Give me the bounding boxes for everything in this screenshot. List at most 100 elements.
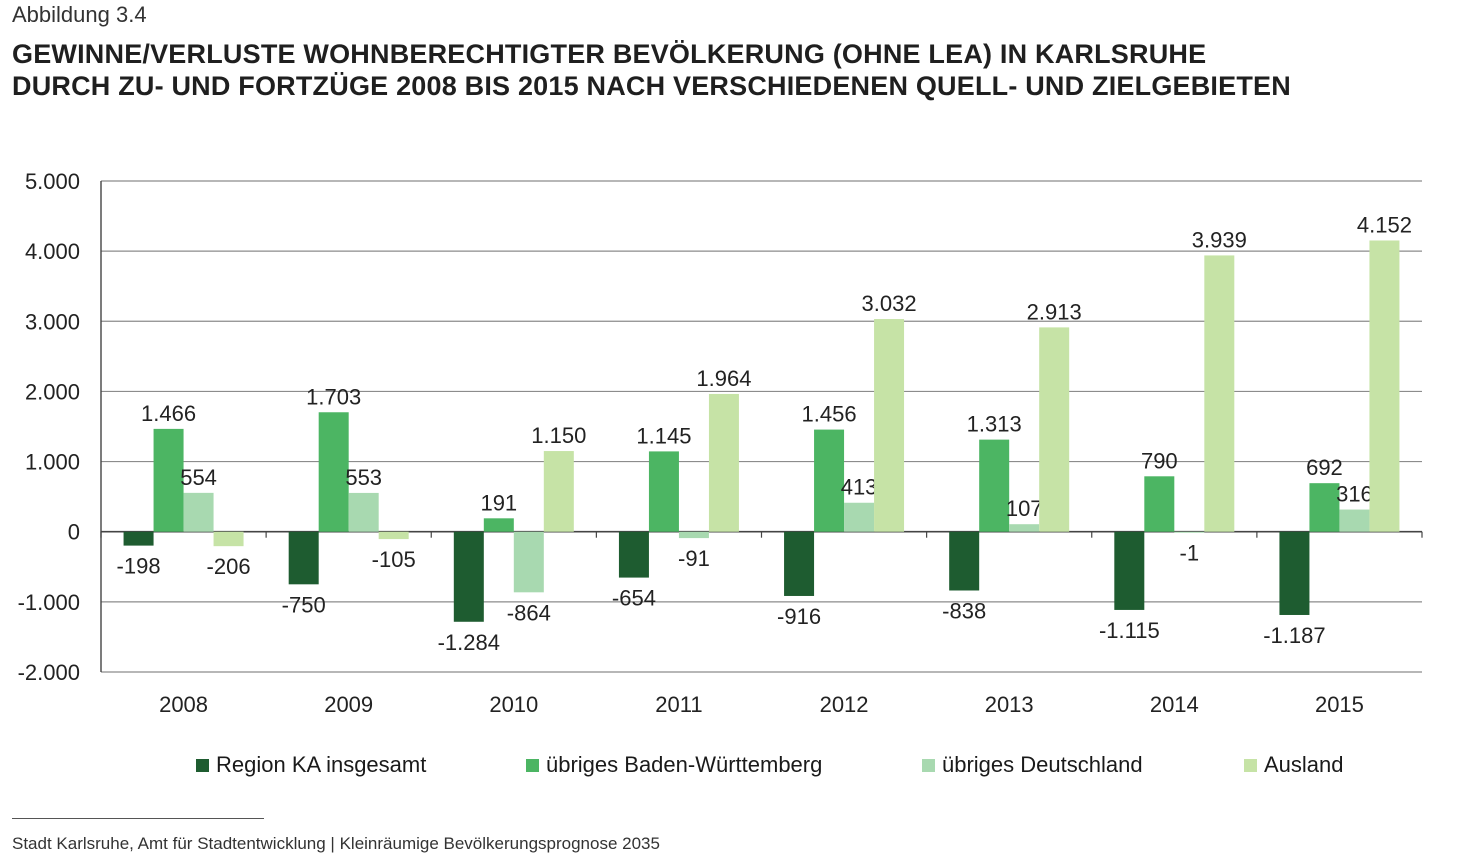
bar-deutschland	[844, 502, 875, 532]
data-label-region-ka: -750	[282, 592, 326, 617]
bar-ausland	[1369, 240, 1400, 532]
source-divider	[12, 818, 264, 819]
x-tick-label: 2012	[820, 692, 869, 717]
x-tick-label: 2015	[1315, 692, 1364, 717]
legend-label-region-ka: Region KA insgesamt	[216, 752, 427, 777]
bar-baden-wuerttemberg	[1144, 476, 1175, 532]
chart-legend: Region KA insgesamt übriges Baden-Württe…	[0, 752, 1457, 782]
bar-deutschland	[1009, 524, 1040, 532]
bar-baden-wuerttemberg	[648, 451, 679, 532]
data-label-ausland: 1.150	[531, 423, 586, 448]
source-note: Stadt Karlsruhe, Amt für Stadtentwicklun…	[12, 834, 660, 853]
data-label-deutschland: 316	[1336, 482, 1373, 507]
x-tick-label: 2009	[324, 692, 373, 717]
data-label-deutschland: 413	[841, 475, 878, 500]
data-label-ausland: 3.939	[1192, 227, 1247, 252]
data-label-ausland: 3.032	[862, 291, 917, 316]
y-tick-label: 1.000	[25, 450, 80, 475]
bar-region-ka	[1279, 531, 1310, 615]
data-label-ausland: 1.964	[696, 366, 751, 391]
bar-ausland	[378, 531, 409, 540]
bar-ausland	[543, 451, 574, 532]
x-tick-label: 2011	[655, 692, 702, 717]
data-label-region-ka: -198	[117, 554, 161, 579]
bar-ausland	[874, 319, 905, 532]
data-label-baden-wuerttemberg: 1.466	[141, 401, 196, 426]
legend-label-deutschland: übriges Deutschland	[942, 752, 1143, 777]
data-label-baden-wuerttemberg: 1.703	[306, 384, 361, 409]
bar-region-ka	[123, 531, 154, 546]
legend-item-ausland: Ausland	[1244, 752, 1344, 778]
bar-deutschland	[348, 492, 379, 532]
bar-baden-wuerttemberg	[483, 518, 514, 532]
x-tick-label: 2008	[159, 692, 208, 717]
y-tick-label: 4.000	[25, 239, 80, 264]
data-label-baden-wuerttemberg: 1.313	[967, 412, 1022, 437]
bar-chart: 5.000 4.000 3.000 2.000 1.000 0 -1.000 -2.000 -1…	[18, 169, 1423, 717]
bar-deutschland	[183, 492, 214, 532]
bar-region-ka	[288, 531, 319, 585]
legend-swatch-region-ka	[196, 758, 209, 772]
data-label-baden-wuerttemberg: 790	[1141, 448, 1178, 473]
legend-item-deutschland: übriges Deutschland	[922, 752, 1143, 778]
bar-ausland	[213, 531, 244, 547]
bar-ausland	[1039, 327, 1070, 532]
y-tick-label: 3.000	[25, 309, 80, 334]
bar-baden-wuerttemberg	[318, 412, 349, 532]
legend-item-baden-wuerttemberg: übriges Baden-Württemberg	[526, 752, 822, 778]
bar-baden-wuerttemberg	[153, 428, 184, 532]
data-label-baden-wuerttemberg: 1.145	[636, 423, 691, 448]
legend-swatch-baden-wuerttemberg	[526, 758, 539, 772]
data-label-deutschland: -864	[507, 600, 551, 625]
data-label-region-ka: -916	[777, 604, 821, 629]
chart-title-line-1: GEWINNE/VERLUSTE WOHNBERECHTIGTER BEVÖLK…	[12, 39, 1207, 69]
data-label-deutschland: -91	[678, 546, 710, 571]
bar-deutschland	[1339, 509, 1370, 532]
legend-label-baden-wuerttemberg: übriges Baden-Württemberg	[546, 752, 823, 777]
x-tick-label: 2010	[489, 692, 538, 717]
bar-baden-wuerttemberg	[979, 439, 1010, 532]
legend-item-region-ka: Region KA insgesamt	[196, 752, 426, 778]
y-tick-label: 0	[68, 520, 80, 545]
y-tick-label: -1.000	[18, 590, 80, 615]
data-label-baden-wuerttemberg: 1.456	[802, 402, 857, 427]
data-label-ausland: -105	[372, 547, 416, 572]
data-label-deutschland: 554	[180, 465, 217, 490]
bar-region-ka	[453, 531, 484, 622]
y-tick-label: -2.000	[18, 660, 80, 685]
bar-region-ka	[949, 531, 980, 591]
bar-deutschland	[513, 531, 544, 593]
x-tick-label: 2014	[1150, 692, 1199, 717]
bar-deutschland	[1174, 531, 1205, 533]
y-tick-label: 2.000	[25, 379, 80, 404]
data-label-baden-wuerttemberg: 191	[480, 490, 517, 515]
data-label-region-ka: -1.187	[1263, 623, 1325, 648]
figure-label: Abbildung 3.4	[12, 2, 147, 27]
bar-deutschland	[678, 531, 709, 539]
bar-region-ka	[1114, 531, 1145, 610]
legend-label-ausland: Ausland	[1264, 752, 1344, 777]
bar-ausland	[1204, 255, 1235, 532]
chart-title-line-2: DURCH ZU- UND FORTZÜGE 2008 BIS 2015 NAC…	[12, 71, 1291, 101]
bar-baden-wuerttemberg	[814, 429, 845, 532]
data-label-baden-wuerttemberg: 692	[1306, 455, 1343, 480]
bar-ausland	[708, 393, 739, 532]
bar-region-ka	[618, 531, 649, 578]
data-label-deutschland: -1	[1180, 541, 1200, 566]
bar-region-ka	[784, 531, 815, 596]
data-label-ausland: 4.152	[1357, 212, 1412, 237]
bar-baden-wuerttemberg	[1309, 483, 1340, 532]
legend-swatch-ausland	[1244, 758, 1257, 772]
data-label-ausland: -206	[207, 554, 251, 579]
data-label-region-ka: -654	[612, 586, 656, 611]
chart-title: GEWINNE/VERLUSTE WOHNBERECHTIGTER BEVÖLK…	[12, 38, 1291, 102]
data-label-region-ka: -1.115	[1099, 618, 1160, 643]
x-tick-label: 2013	[985, 692, 1034, 717]
data-label-deutschland: 553	[345, 465, 382, 490]
data-label-ausland: 2.913	[1027, 299, 1082, 324]
data-label-region-ka: -838	[942, 598, 986, 623]
data-label-deutschland: 107	[1006, 496, 1043, 521]
legend-swatch-deutschland	[922, 758, 935, 772]
y-tick-label: 5.000	[25, 169, 80, 194]
data-label-region-ka: -1.284	[438, 630, 500, 655]
